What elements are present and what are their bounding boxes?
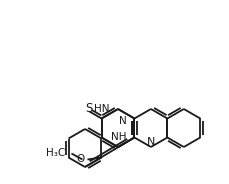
- Text: NH: NH: [110, 132, 125, 142]
- Text: N: N: [146, 137, 154, 147]
- Text: O: O: [76, 155, 84, 164]
- Text: N: N: [118, 116, 126, 125]
- Text: H₃C: H₃C: [46, 148, 65, 158]
- Text: S: S: [85, 102, 93, 115]
- Text: HN: HN: [93, 104, 109, 114]
